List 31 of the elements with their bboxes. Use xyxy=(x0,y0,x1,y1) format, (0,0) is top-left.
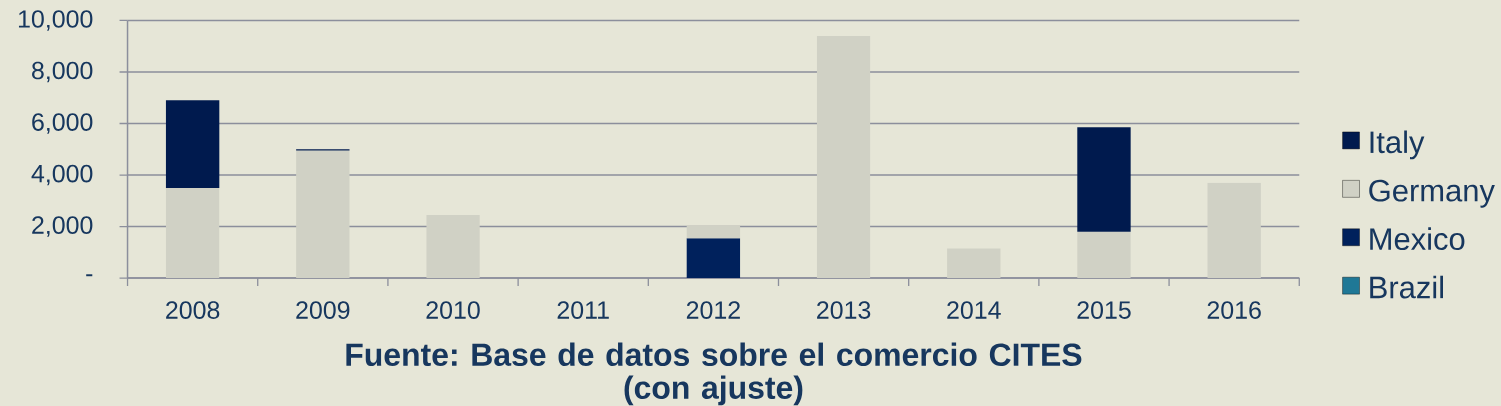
x-tick-label: 2011 xyxy=(557,301,609,319)
legend-label: Brazil xyxy=(1370,275,1443,299)
bar xyxy=(426,214,480,278)
y-tick-label: 2,000 xyxy=(32,216,93,237)
bar xyxy=(165,187,220,278)
x-tick-label: 2014 xyxy=(947,301,1001,319)
x-tick-label: 2015 xyxy=(1077,301,1131,319)
bar xyxy=(1077,231,1131,278)
y-tick-label: 8,000 xyxy=(32,61,93,83)
bar xyxy=(816,35,871,278)
y-tick-label: 10,000 xyxy=(18,10,93,31)
legend-label: Italy xyxy=(1370,130,1425,160)
y-tick-label: - xyxy=(86,274,93,277)
source-note: Fuente: Base de datos sobre el comercio CITES (con ajuste) xyxy=(346,342,1082,406)
x-tick-label: 2010 xyxy=(426,301,480,319)
bar xyxy=(1077,127,1131,232)
y-tick-label: 4,000 xyxy=(31,164,93,186)
bar xyxy=(296,150,350,278)
bar xyxy=(686,238,741,278)
bar xyxy=(686,225,741,239)
x-tick-label: 2013 xyxy=(817,301,871,319)
x-tick-label: 2009 xyxy=(296,301,350,319)
legend-label: Mexico xyxy=(1370,227,1465,250)
bar xyxy=(947,248,1001,278)
bar xyxy=(165,100,220,188)
bar xyxy=(1207,182,1261,278)
legend-label: Germany xyxy=(1369,179,1495,208)
x-tick-label: 2016 xyxy=(1207,301,1261,319)
x-tick-label: 2012 xyxy=(686,301,740,319)
y-tick-label: 6,000 xyxy=(32,113,93,134)
x-tick-label: 2008 xyxy=(166,301,220,319)
